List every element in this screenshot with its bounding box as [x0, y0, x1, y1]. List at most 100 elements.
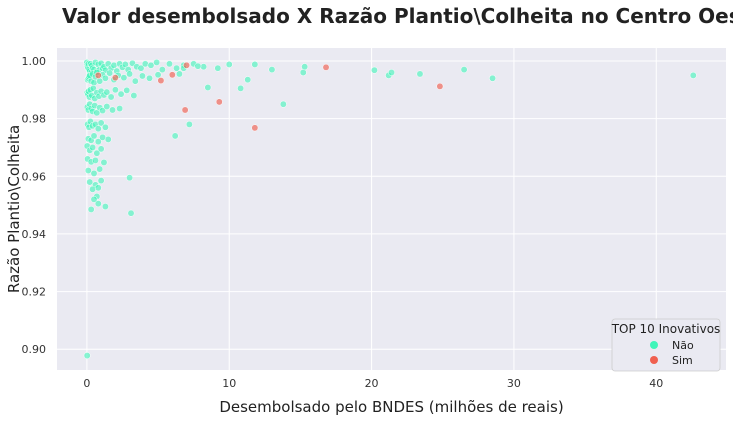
data-point — [110, 61, 118, 69]
data-point — [194, 62, 202, 70]
data-point — [689, 71, 697, 79]
data-point — [251, 124, 259, 132]
data-point — [87, 205, 95, 213]
x-axis-label: Desembolsado pelo BNDES (milhões de reai… — [219, 398, 563, 416]
legend-marker — [650, 341, 658, 349]
data-point — [90, 195, 98, 203]
data-point — [104, 135, 112, 143]
y-tick-label: 0.90 — [22, 343, 47, 356]
data-point — [94, 125, 102, 133]
data-point — [183, 61, 190, 69]
data-point — [416, 70, 424, 78]
legend-label: Não — [672, 339, 694, 352]
x-tick-label: 40 — [649, 377, 663, 390]
data-point — [96, 77, 104, 85]
data-point — [94, 184, 102, 192]
legend-marker — [650, 356, 658, 364]
data-point — [436, 82, 444, 90]
data-point — [91, 156, 99, 164]
data-point — [123, 86, 131, 94]
data-point — [168, 71, 176, 79]
data-point — [101, 74, 109, 82]
data-point — [237, 84, 245, 92]
data-point — [279, 100, 287, 108]
legend: TOP 10 Inovativos Não Sim — [611, 318, 721, 372]
data-point — [97, 145, 105, 153]
data-point — [165, 60, 173, 68]
data-point — [460, 66, 468, 74]
data-point — [157, 77, 165, 85]
data-point — [251, 60, 259, 68]
x-tick-label: 20 — [365, 377, 379, 390]
data-point — [215, 98, 223, 106]
data-point — [100, 158, 108, 166]
data-point — [103, 88, 111, 96]
data-point — [111, 74, 119, 82]
y-tick-label: 0.94 — [22, 228, 47, 241]
data-point — [111, 86, 119, 94]
data-point — [94, 200, 102, 208]
data-point — [131, 77, 139, 85]
data-point — [103, 103, 111, 110]
y-tick-label: 1.00 — [22, 55, 47, 68]
y-axis-ticks: 0.90 0.92 0.94 0.96 0.98 1.00 — [22, 55, 47, 356]
data-point — [200, 63, 208, 71]
data-point — [158, 66, 166, 74]
data-point — [214, 64, 222, 72]
x-tick-label: 0 — [83, 377, 90, 390]
x-tick-label: 30 — [507, 377, 521, 390]
data-point — [90, 169, 98, 177]
data-point — [244, 76, 252, 84]
data-point — [93, 149, 101, 157]
data-point — [130, 92, 138, 100]
data-point — [84, 167, 92, 174]
plot-area — [57, 48, 726, 370]
y-axis-label: Razão Plantio\Colheita — [5, 125, 23, 293]
y-tick-label: 0.92 — [22, 286, 47, 299]
data-point — [89, 185, 97, 193]
data-point — [101, 123, 109, 131]
legend-box — [611, 318, 721, 372]
x-axis-ticks: 0 10 20 30 40 — [83, 377, 663, 390]
data-point — [268, 66, 276, 74]
legend-label: Sim — [672, 354, 693, 367]
data-point — [126, 174, 134, 182]
grid-lines — [57, 48, 726, 370]
data-point — [120, 74, 128, 82]
data-point — [322, 63, 330, 71]
data-point — [126, 70, 134, 78]
data-point — [299, 69, 307, 76]
data-point — [137, 64, 145, 72]
data-point — [225, 60, 233, 68]
data-point — [388, 69, 395, 76]
data-point — [175, 70, 183, 78]
data-point — [489, 74, 497, 82]
x-tick-label: 10 — [222, 377, 236, 390]
data-point — [83, 352, 91, 360]
data-point — [94, 138, 102, 146]
data-point — [96, 165, 104, 173]
data-point — [204, 84, 212, 91]
data-point — [117, 90, 125, 98]
y-tick-label: 0.96 — [22, 170, 47, 183]
data-point — [89, 144, 97, 151]
data-point — [185, 120, 193, 128]
data-point — [153, 58, 161, 66]
legend-title: TOP 10 Inovativos — [611, 322, 721, 336]
legend-entries: Não Sim — [650, 339, 694, 367]
data-points — [83, 58, 697, 360]
data-point — [147, 61, 155, 69]
chart-title: Valor desembolsado X Razão Plantio\Colhe… — [62, 4, 733, 28]
data-point — [109, 106, 116, 114]
data-point — [138, 72, 146, 80]
data-point — [370, 66, 378, 74]
data-point — [146, 74, 153, 82]
data-point — [99, 107, 106, 115]
data-point — [116, 105, 124, 112]
data-point — [301, 63, 309, 71]
data-point — [106, 69, 114, 77]
data-point — [107, 93, 115, 101]
data-point — [86, 178, 94, 186]
data-point — [173, 64, 181, 72]
